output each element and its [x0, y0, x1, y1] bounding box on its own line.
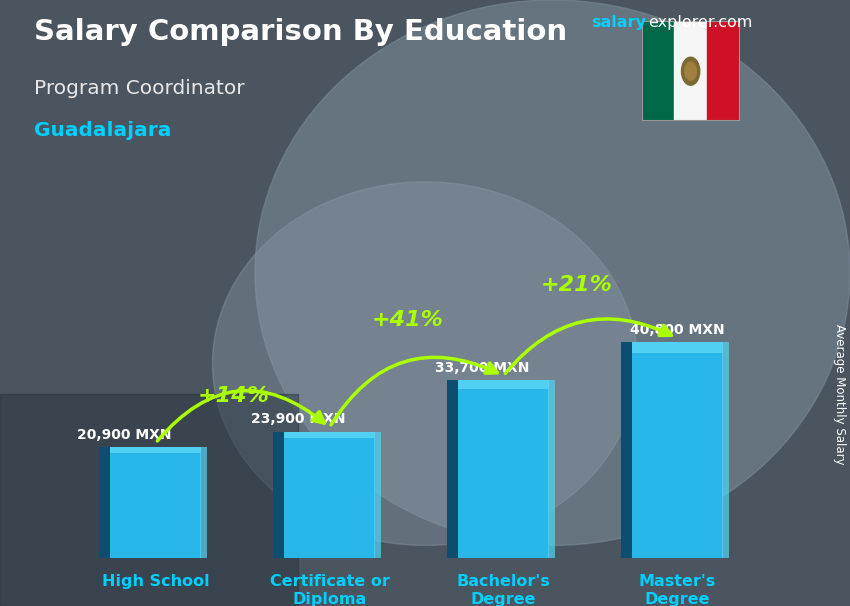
Bar [447, 380, 458, 558]
Bar [458, 380, 549, 389]
Bar [642, 21, 674, 121]
Bar [284, 431, 375, 438]
Text: Guadalajara: Guadalajara [34, 121, 172, 140]
Bar [632, 342, 722, 558]
Text: 33,700 MXN: 33,700 MXN [435, 361, 530, 375]
Bar [374, 431, 381, 558]
Circle shape [685, 62, 696, 80]
Bar [284, 431, 375, 558]
Ellipse shape [255, 0, 850, 545]
Text: salary: salary [591, 15, 646, 30]
Text: Program Coordinator: Program Coordinator [34, 79, 245, 98]
Bar [110, 447, 201, 453]
Text: +21%: +21% [541, 275, 613, 295]
Text: explorer.com: explorer.com [649, 15, 753, 30]
Text: Salary Comparison By Education: Salary Comparison By Education [34, 18, 567, 46]
Bar [458, 380, 549, 558]
Ellipse shape [212, 182, 638, 545]
Bar [274, 431, 284, 558]
Text: 40,800 MXN: 40,800 MXN [630, 323, 725, 337]
Bar [632, 342, 722, 353]
Bar [201, 447, 207, 558]
Text: +14%: +14% [198, 387, 269, 407]
Circle shape [682, 57, 700, 85]
Bar [548, 380, 555, 558]
Bar [0, 394, 298, 606]
Bar [674, 21, 707, 121]
Bar [722, 342, 728, 558]
Bar [621, 342, 632, 558]
Bar [99, 447, 110, 558]
Bar [110, 447, 201, 558]
Text: 20,900 MXN: 20,900 MXN [77, 428, 172, 442]
Text: Average Monthly Salary: Average Monthly Salary [833, 324, 846, 464]
Text: 23,900 MXN: 23,900 MXN [251, 412, 345, 426]
Bar [707, 21, 740, 121]
Text: +41%: +41% [371, 310, 444, 330]
